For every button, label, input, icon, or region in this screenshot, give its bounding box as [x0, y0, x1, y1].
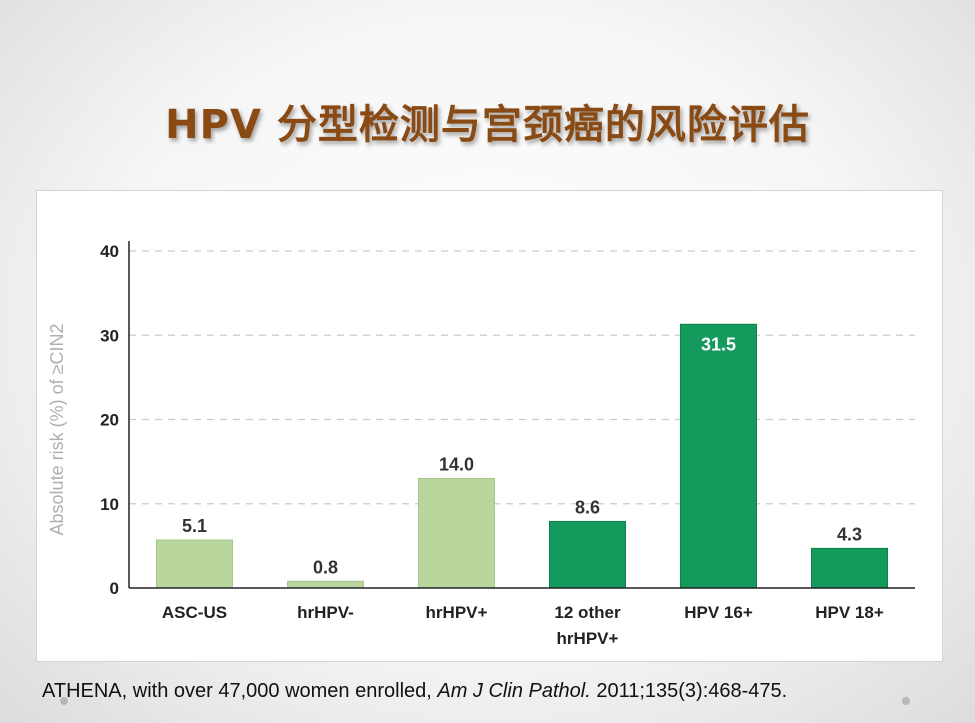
- bar-12-other-hrhpv-: [549, 520, 626, 589]
- x-tick-label: HPV 18+: [815, 603, 884, 622]
- y-tick-label: 30: [100, 326, 119, 345]
- y-tick-label: 0: [110, 579, 119, 598]
- data-label: 14.0: [439, 454, 474, 474]
- citation: ATHENA, with over 47,000 women enrolled,…: [42, 680, 962, 703]
- chart-panel: 0 10 20 30 40 Absolute risk (%) of ≥CIN2 5.1 AS…: [36, 190, 943, 662]
- data-label: 0.8: [313, 557, 338, 577]
- bar-hpv-18-: [811, 547, 888, 589]
- x-tick-label: 12 other: [554, 603, 621, 622]
- data-label: 8.6: [575, 497, 600, 517]
- x-tick-label: ASC-US: [162, 603, 227, 622]
- x-tick-label: hrHPV+: [426, 603, 488, 622]
- x-tick-label: hrHPV-: [297, 603, 354, 622]
- data-label: 5.1: [182, 516, 207, 536]
- citation-suffix: 2011;135(3):468-475.: [590, 680, 788, 702]
- y-tick-label: 20: [100, 411, 119, 430]
- y-axis-label: Absolute risk (%) of ≥CIN2: [47, 324, 67, 536]
- bar-hrhpv-: [287, 580, 364, 589]
- data-label: 31.5: [701, 334, 736, 354]
- citation-journal: Am J Clin Pathol.: [437, 680, 591, 702]
- citation-prefix: ATHENA, with over 47,000 women enrolled,: [42, 680, 438, 702]
- y-tick-label: 40: [100, 242, 119, 261]
- corner-dot-left: [60, 697, 68, 705]
- slide-title: HPV 分型检测与宫颈癌的风险评估: [165, 102, 810, 148]
- data-label: 4.3: [837, 524, 862, 544]
- y-tick-label: 10: [100, 495, 119, 514]
- x-tick-label: hrHPV+: [557, 629, 619, 648]
- x-tick-label: HPV 16+: [684, 603, 753, 622]
- corner-dot-right: [902, 697, 910, 705]
- bar-chart: 0 10 20 30 40 Absolute risk (%) of ≥CIN2 5.1 AS…: [47, 241, 915, 648]
- bar-hrhpv-: [418, 477, 495, 589]
- bar-asc-us: [156, 539, 233, 589]
- bar-hpv-16-: [680, 323, 757, 589]
